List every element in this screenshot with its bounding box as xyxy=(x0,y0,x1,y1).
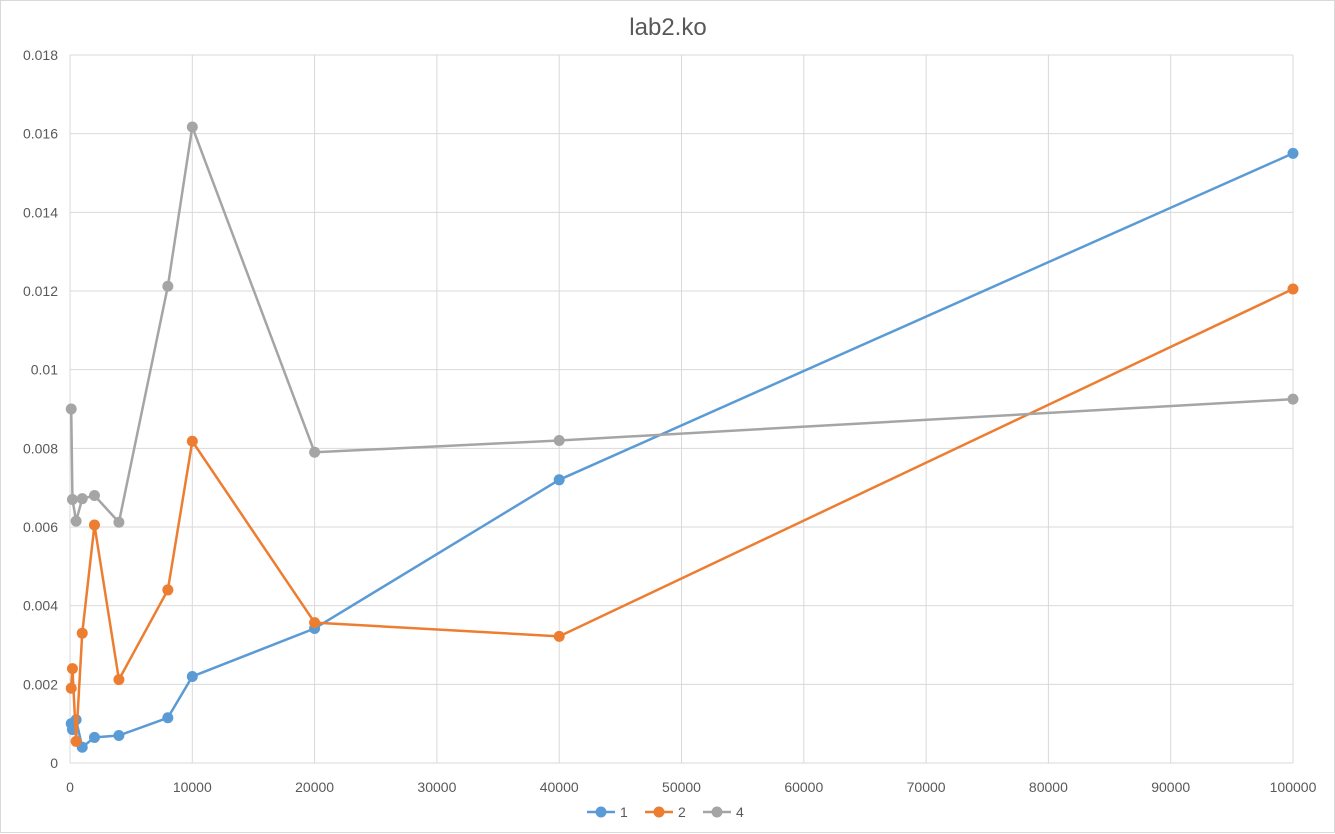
data-point xyxy=(186,670,198,682)
data-point xyxy=(70,515,82,527)
data-point xyxy=(162,712,174,724)
data-point xyxy=(113,674,125,686)
y-tick-label: 0.004 xyxy=(23,598,58,614)
legend-marker xyxy=(711,806,723,818)
data-point xyxy=(553,630,565,642)
data-point xyxy=(88,731,100,743)
data-point xyxy=(162,280,174,292)
data-point xyxy=(553,434,565,446)
legend-item-2: 2 xyxy=(645,804,686,820)
y-tick-label: 0.012 xyxy=(23,283,58,299)
data-point xyxy=(88,519,100,531)
data-point xyxy=(162,584,174,596)
x-tick-label: 70000 xyxy=(907,779,946,795)
series-line xyxy=(69,152,1294,749)
legend: 1 2 4 xyxy=(587,804,744,820)
data-point xyxy=(76,627,88,639)
y-tick-label: 0.014 xyxy=(23,204,58,220)
data-point xyxy=(186,121,198,133)
data-point xyxy=(76,493,88,505)
legend-marker xyxy=(653,806,665,818)
y-tick-label: 0.016 xyxy=(23,126,58,142)
data-point xyxy=(66,663,78,675)
legend-item-4: 4 xyxy=(703,804,744,820)
y-tick-label: 0.006 xyxy=(23,519,58,535)
legend-label: 1 xyxy=(620,804,628,820)
x-tick-label: 60000 xyxy=(784,779,823,795)
series-line xyxy=(69,287,1294,743)
legend-label: 4 xyxy=(736,804,744,820)
x-tick-label: 100000 xyxy=(1270,779,1317,795)
gridlines xyxy=(69,54,1294,764)
data-point xyxy=(186,435,198,447)
y-tick-label: 0.018 xyxy=(23,47,58,63)
x-tick-label: 10000 xyxy=(173,779,212,795)
legend-label: 2 xyxy=(678,804,686,820)
x-tick-label: 90000 xyxy=(1151,779,1190,795)
legend-marker xyxy=(595,806,607,818)
series-2 xyxy=(65,283,1299,747)
series-line xyxy=(69,125,1294,524)
chart-title: lab2.ko xyxy=(629,14,706,41)
series-1 xyxy=(65,147,1299,753)
series-group xyxy=(65,121,1299,753)
y-tick-label: 0.002 xyxy=(23,676,58,692)
data-point xyxy=(70,735,82,747)
data-point xyxy=(553,474,565,486)
x-tick-label: 80000 xyxy=(1029,779,1068,795)
y-tick-label: 0.01 xyxy=(31,362,58,378)
data-point xyxy=(1287,393,1299,405)
y-tick-label: 0 xyxy=(50,755,58,771)
y-axis-tick-labels: 0 0.002 0.004 0.006 0.008 0.01 0.012 0.014 0.016… xyxy=(23,47,58,771)
data-point xyxy=(66,493,78,505)
x-tick-label: 20000 xyxy=(295,779,334,795)
legend-item-1: 1 xyxy=(587,804,628,820)
data-point xyxy=(65,403,77,415)
data-point xyxy=(88,490,100,502)
data-point xyxy=(113,729,125,741)
data-point xyxy=(1287,147,1299,159)
data-point xyxy=(309,446,321,458)
data-point xyxy=(1287,283,1299,295)
series-4 xyxy=(65,121,1299,528)
data-point xyxy=(113,516,125,528)
data-point xyxy=(309,617,321,629)
x-tick-label: 30000 xyxy=(417,779,456,795)
x-tick-label: 0 xyxy=(66,779,74,795)
x-tick-label: 40000 xyxy=(540,779,579,795)
y-tick-label: 0.008 xyxy=(23,440,58,456)
x-axis-tick-labels: 0 10000 20000 30000 40000 50000 60000 70000 8000… xyxy=(66,779,1316,795)
data-point xyxy=(65,682,77,694)
x-tick-label: 50000 xyxy=(662,779,701,795)
